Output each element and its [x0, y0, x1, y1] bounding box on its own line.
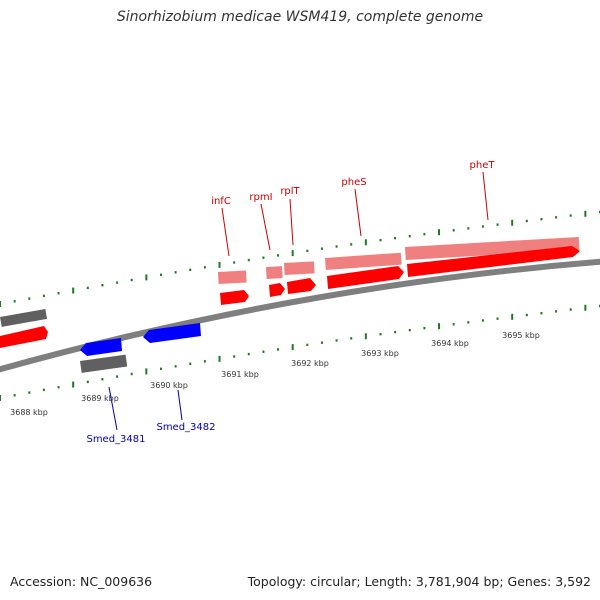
label-Smed_3481: Smed_3481 [86, 434, 145, 445]
scale-label: 3694 kbp [431, 339, 469, 348]
gene-pheT-bar[interactable] [405, 236, 580, 260]
gene-rpmI-bar[interactable] [266, 266, 283, 279]
leader-pheT [482, 171, 489, 221]
gray-feature-left[interactable] [0, 309, 48, 327]
scale-labels: 3688 kbp 3689 kbp 3690 kbp 3691 kbp 3692 kbp… [10, 331, 540, 417]
topology-summary-text: Topology: circular; Length: 3,781,904 bp… [247, 574, 591, 589]
gene-pheT-arrow[interactable] [407, 246, 580, 277]
leader-infC [221, 207, 230, 257]
gray-feature-Smed_3481[interactable] [80, 354, 128, 373]
genome-backbone [0, 258, 600, 373]
gene-infC-arrow[interactable] [220, 290, 249, 305]
leader-rplT [289, 198, 294, 246]
scale-label: 3695 kbp [502, 331, 540, 340]
scale-label: 3690 kbp [150, 381, 188, 390]
leader-pheS [354, 188, 362, 237]
feature-track [0, 236, 580, 373]
label-Smed_3482: Smed_3482 [156, 422, 215, 433]
gene-labels: infC rpmI rplT pheS pheT Smed_3481 Smed_3482 [86, 160, 495, 445]
scale-label: 3691 kbp [221, 370, 259, 379]
label-pheT: pheT [470, 160, 496, 171]
gene-rpmI-arrow[interactable] [269, 283, 285, 297]
gene-pheS-bar[interactable] [324, 252, 402, 270]
genome-title: Sinorhizobium medicae WSM419, complete g… [116, 9, 484, 25]
leader-rpmI [260, 203, 271, 251]
leader-Smed_3482 [177, 389, 183, 421]
inner-tick-track [0, 304, 600, 401]
outer-tick-track [0, 210, 600, 307]
label-rpmI: rpmI [249, 192, 272, 203]
gene-rplT-arrow[interactable] [287, 278, 316, 294]
scale-label: 3688 kbp [10, 408, 48, 417]
forward-gene-left-arrow[interactable] [0, 326, 48, 348]
leader-Smed_3481 [108, 386, 118, 431]
gene-Smed_3481-arrow[interactable] [80, 338, 122, 356]
label-pheS: pheS [341, 177, 366, 188]
label-infC: infC [211, 196, 231, 207]
scale-label: 3689 kbp [81, 394, 119, 403]
label-rplT: rplT [280, 186, 300, 197]
gene-rplT-bar[interactable] [284, 261, 315, 275]
scale-label: 3693 kbp [361, 349, 399, 358]
gene-pheS-arrow[interactable] [327, 266, 404, 289]
accession-text: Accession: NC_009636 [10, 574, 153, 589]
label-leader-lines [108, 171, 489, 431]
gene-Smed_3482-arrow[interactable] [143, 323, 201, 343]
scale-label: 3692 kbp [291, 359, 329, 368]
gene-infC-bar[interactable] [217, 270, 247, 284]
